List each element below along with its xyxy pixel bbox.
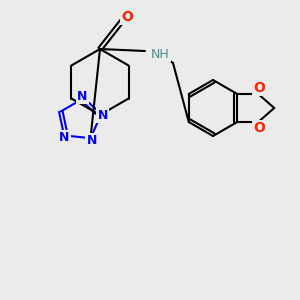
Text: NH: NH	[151, 47, 170, 61]
Text: N: N	[98, 109, 108, 122]
Text: O: O	[253, 81, 265, 95]
Text: O: O	[253, 121, 265, 135]
Text: N: N	[77, 90, 88, 103]
Text: N: N	[59, 131, 70, 144]
Text: O: O	[121, 10, 133, 24]
Text: N: N	[86, 134, 97, 147]
